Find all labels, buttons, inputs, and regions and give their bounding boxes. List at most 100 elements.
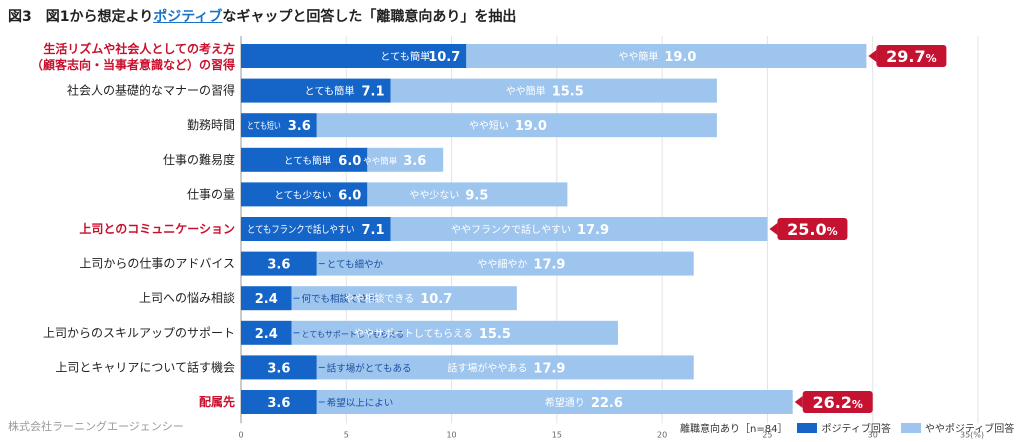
bar-label-positive: とてもフランクで話しやすい: [247, 223, 355, 236]
category-label: 仕事の量: [187, 187, 235, 201]
bar-label-positive: 希望以上によい: [327, 397, 394, 409]
x-tick-label: 30: [868, 430, 878, 439]
legend-group-label: 離職意向あり［n=84］: [680, 424, 788, 435]
bar-label-positive: とても少ない: [274, 190, 331, 201]
bar-somewhat-positive: [390, 78, 717, 103]
bar-value-somewhat-positive: 19.0: [664, 50, 696, 65]
bar-label-somewhat-positive: やや簡単: [618, 50, 658, 63]
bar-value-somewhat-positive: 17.9: [533, 361, 565, 376]
bar-value-somewhat-positive: 15.5: [479, 327, 511, 342]
bar-positive: [241, 217, 391, 241]
x-tick-label: 0: [238, 430, 243, 439]
bar-label-positive: 話す場がとてもある: [327, 362, 412, 374]
total-badge: [777, 218, 848, 240]
x-tick-label: 20: [657, 430, 667, 439]
bar-value-somewhat-positive: 22.6: [591, 396, 623, 411]
title-highlight: ポジティブ: [153, 9, 223, 25]
category-label: 上司とのコミュニケーション: [79, 221, 235, 236]
bar-positive: [241, 390, 317, 414]
legend-swatch-somewhat-positive: [900, 422, 921, 433]
x-tick-label: 35(%): [960, 430, 984, 439]
legend-swatch-positive: [797, 422, 818, 433]
bar-somewhat-positive: [316, 390, 793, 414]
bar-label-somewhat-positive: ややサポートしてもらえる: [354, 328, 473, 340]
bar-somewhat-positive: [316, 251, 694, 276]
total-badge: [876, 45, 947, 67]
bar-value-positive: 7.1: [361, 223, 384, 238]
legend-label-somewhat-positive: ややポジティブ回答: [924, 424, 1015, 435]
source-credit: 株式会社ラーニングエージェンシー: [8, 420, 184, 433]
bar-label-somewhat-positive: 話す場がややある: [447, 361, 527, 374]
bar-value-somewhat-positive: 3.6: [403, 154, 426, 169]
total-badge-pointer: [868, 50, 877, 62]
x-tick-label: 15: [552, 430, 562, 439]
bar-positive: [241, 286, 292, 311]
bar-somewhat-positive: [316, 355, 694, 380]
figure-title: 図3 図1から想定よりポジティブなギャップと回答した「離職意向あり」を抽出: [8, 6, 516, 26]
category-label: 生活リズムや社会人としての考え方: [43, 41, 235, 56]
bar-positive: [241, 320, 292, 345]
bar-positive: [241, 113, 317, 138]
bar-value-positive: 10.7: [428, 50, 460, 65]
bar-value-positive: 3.6: [267, 396, 290, 411]
total-badge-value: 25.0%: [787, 220, 838, 239]
category-label: 配属先: [199, 394, 235, 409]
bar-label-somewhat-positive: やや短い: [469, 119, 509, 132]
bar-somewhat-positive: [367, 147, 444, 172]
legend-label-positive: ポジティブ回答: [821, 424, 891, 435]
bar-value-positive: 2.4: [255, 292, 278, 307]
bar-label-somewhat-positive: やや細やか: [477, 258, 527, 271]
bar-positive: [241, 355, 317, 380]
total-badge-pointer: [794, 396, 803, 408]
bar-somewhat-positive: [291, 286, 517, 311]
category-label-line2: （顧客志向・当事者意識など）の習得: [31, 57, 235, 72]
bar-positive: [241, 182, 368, 207]
chart-legend: 離職意向あり［n=84］ ポジティブ回答 ややポジティブ回答: [680, 420, 1014, 435]
bar-value-positive: 6.0: [338, 188, 361, 203]
bar-positive: [241, 44, 467, 68]
bar-somewhat-positive: [390, 217, 768, 241]
bar-positive: [241, 147, 368, 172]
bar-label-positive: とてもサポートしてもらえる: [302, 330, 404, 339]
category-label: 上司への悩み相談: [139, 290, 235, 305]
bar-value-somewhat-positive: 17.9: [533, 258, 565, 273]
bar-label-somewhat-positive: 希望通り: [545, 396, 585, 409]
bar-value-positive: 6.0: [338, 154, 361, 169]
total-badge-value: 26.2%: [812, 393, 863, 412]
bar-label-somewhat-positive: やや簡単: [363, 156, 398, 167]
bar-value-positive: 7.1: [361, 85, 384, 100]
bar-label-positive: とても細やか: [327, 259, 384, 271]
bar-positive: [241, 78, 391, 103]
bar-value-somewhat-positive: 19.0: [515, 119, 547, 134]
bar-label-positive: とても短い: [247, 120, 281, 132]
bar-somewhat-positive: [316, 113, 717, 138]
bar-label-positive: 何でも相談できる: [302, 293, 378, 305]
total-badge-unit: %: [827, 225, 838, 238]
bar-label-somewhat-positive: やや少ない: [409, 189, 459, 201]
bar-label-positive: とても簡単: [305, 85, 355, 98]
category-label: 社会人の基礎的なマナーの習得: [67, 83, 235, 98]
total-badge-number: 26.2: [812, 393, 851, 412]
bar-value-somewhat-positive: 15.5: [552, 85, 584, 100]
x-tick-label: 10: [446, 430, 456, 439]
category-label: 上司からのスキルアップのサポート: [43, 326, 235, 340]
total-badge-value: 29.7%: [886, 47, 937, 66]
bar-label-somewhat-positive: やや簡単: [506, 85, 546, 98]
title-prefix: 図3 図1から想定より: [8, 9, 154, 25]
total-badge: [802, 391, 873, 413]
category-label: 勤務時間: [187, 118, 235, 132]
bar-somewhat-positive: [466, 44, 867, 68]
bar-label-somewhat-positive: やや相談できる: [344, 292, 414, 305]
bar-label-somewhat-positive: ややフランクで話しやすい: [451, 223, 571, 236]
bar-value-positive: 3.6: [288, 119, 311, 134]
total-badge-number: 25.0: [787, 220, 826, 239]
bar-somewhat-positive: [291, 320, 618, 345]
bar-value-positive: 3.6: [267, 258, 290, 273]
category-label: 上司とキャリアについて話す機会: [55, 359, 235, 374]
category-label: 上司からの仕事のアドバイス: [79, 257, 235, 271]
bar-value-positive: 3.6: [267, 361, 290, 376]
bar-positive: [241, 251, 317, 276]
bar-label-positive: とても簡単: [380, 50, 430, 63]
total-badge-unit: %: [926, 52, 937, 65]
